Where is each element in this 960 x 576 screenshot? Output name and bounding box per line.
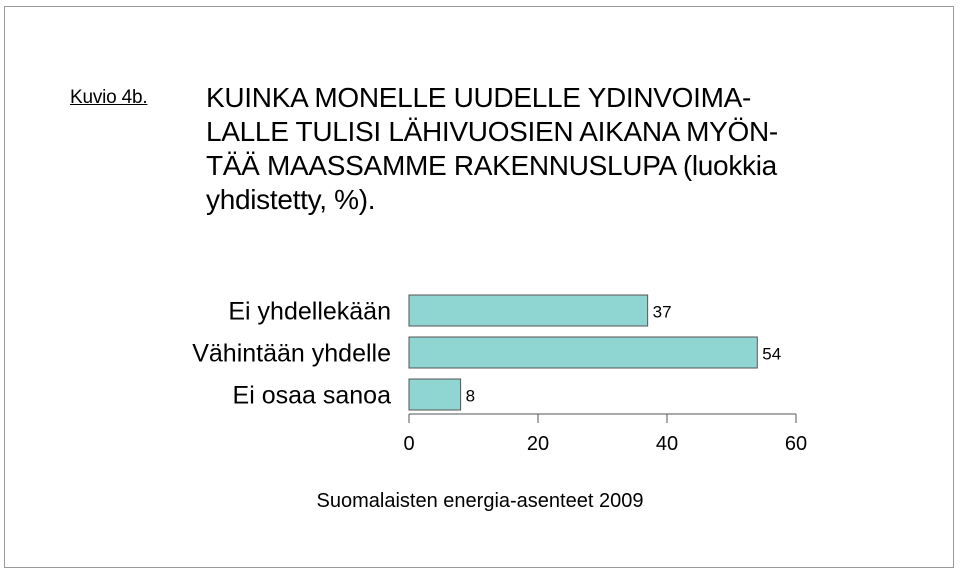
data-label: 37 [653,303,672,322]
chart-title-line-1: KUINKA MONELLE UUDELLE YDINVOIMA- [206,82,752,113]
x-tick-label: 0 [403,433,414,455]
bar [408,294,649,327]
data-label: 8 [466,387,475,406]
chart-title-line-2: LALLE TULISI LÄHIVUOSIEN AIKANA MYÖN- [206,116,778,147]
category-label: Vähintään yhdelle [192,340,391,368]
figure-label: Kuvio 4b. [70,87,148,108]
x-tick-label: 20 [527,433,549,455]
category-label: Ei osaa sanoa [233,382,392,410]
x-tick-label: 40 [656,433,678,455]
figure-frame [4,6,954,568]
bar [408,336,758,369]
category-label: Ei yhdellekään [228,298,391,326]
source-caption: Suomalaisten energia-asenteet 2009 [316,490,644,512]
chart-title-line-3: TÄÄ MAASSAMME RAKENNUSLUPA (luokkia [206,150,777,181]
bar [408,378,462,411]
data-label: 54 [762,345,781,364]
chart-title-line-4: yhdistetty, %). [206,184,376,215]
x-tick-label: 60 [785,433,807,455]
chart-title: KUINKA MONELLE UUDELLE YDINVOIMA- LALLE … [206,81,866,217]
